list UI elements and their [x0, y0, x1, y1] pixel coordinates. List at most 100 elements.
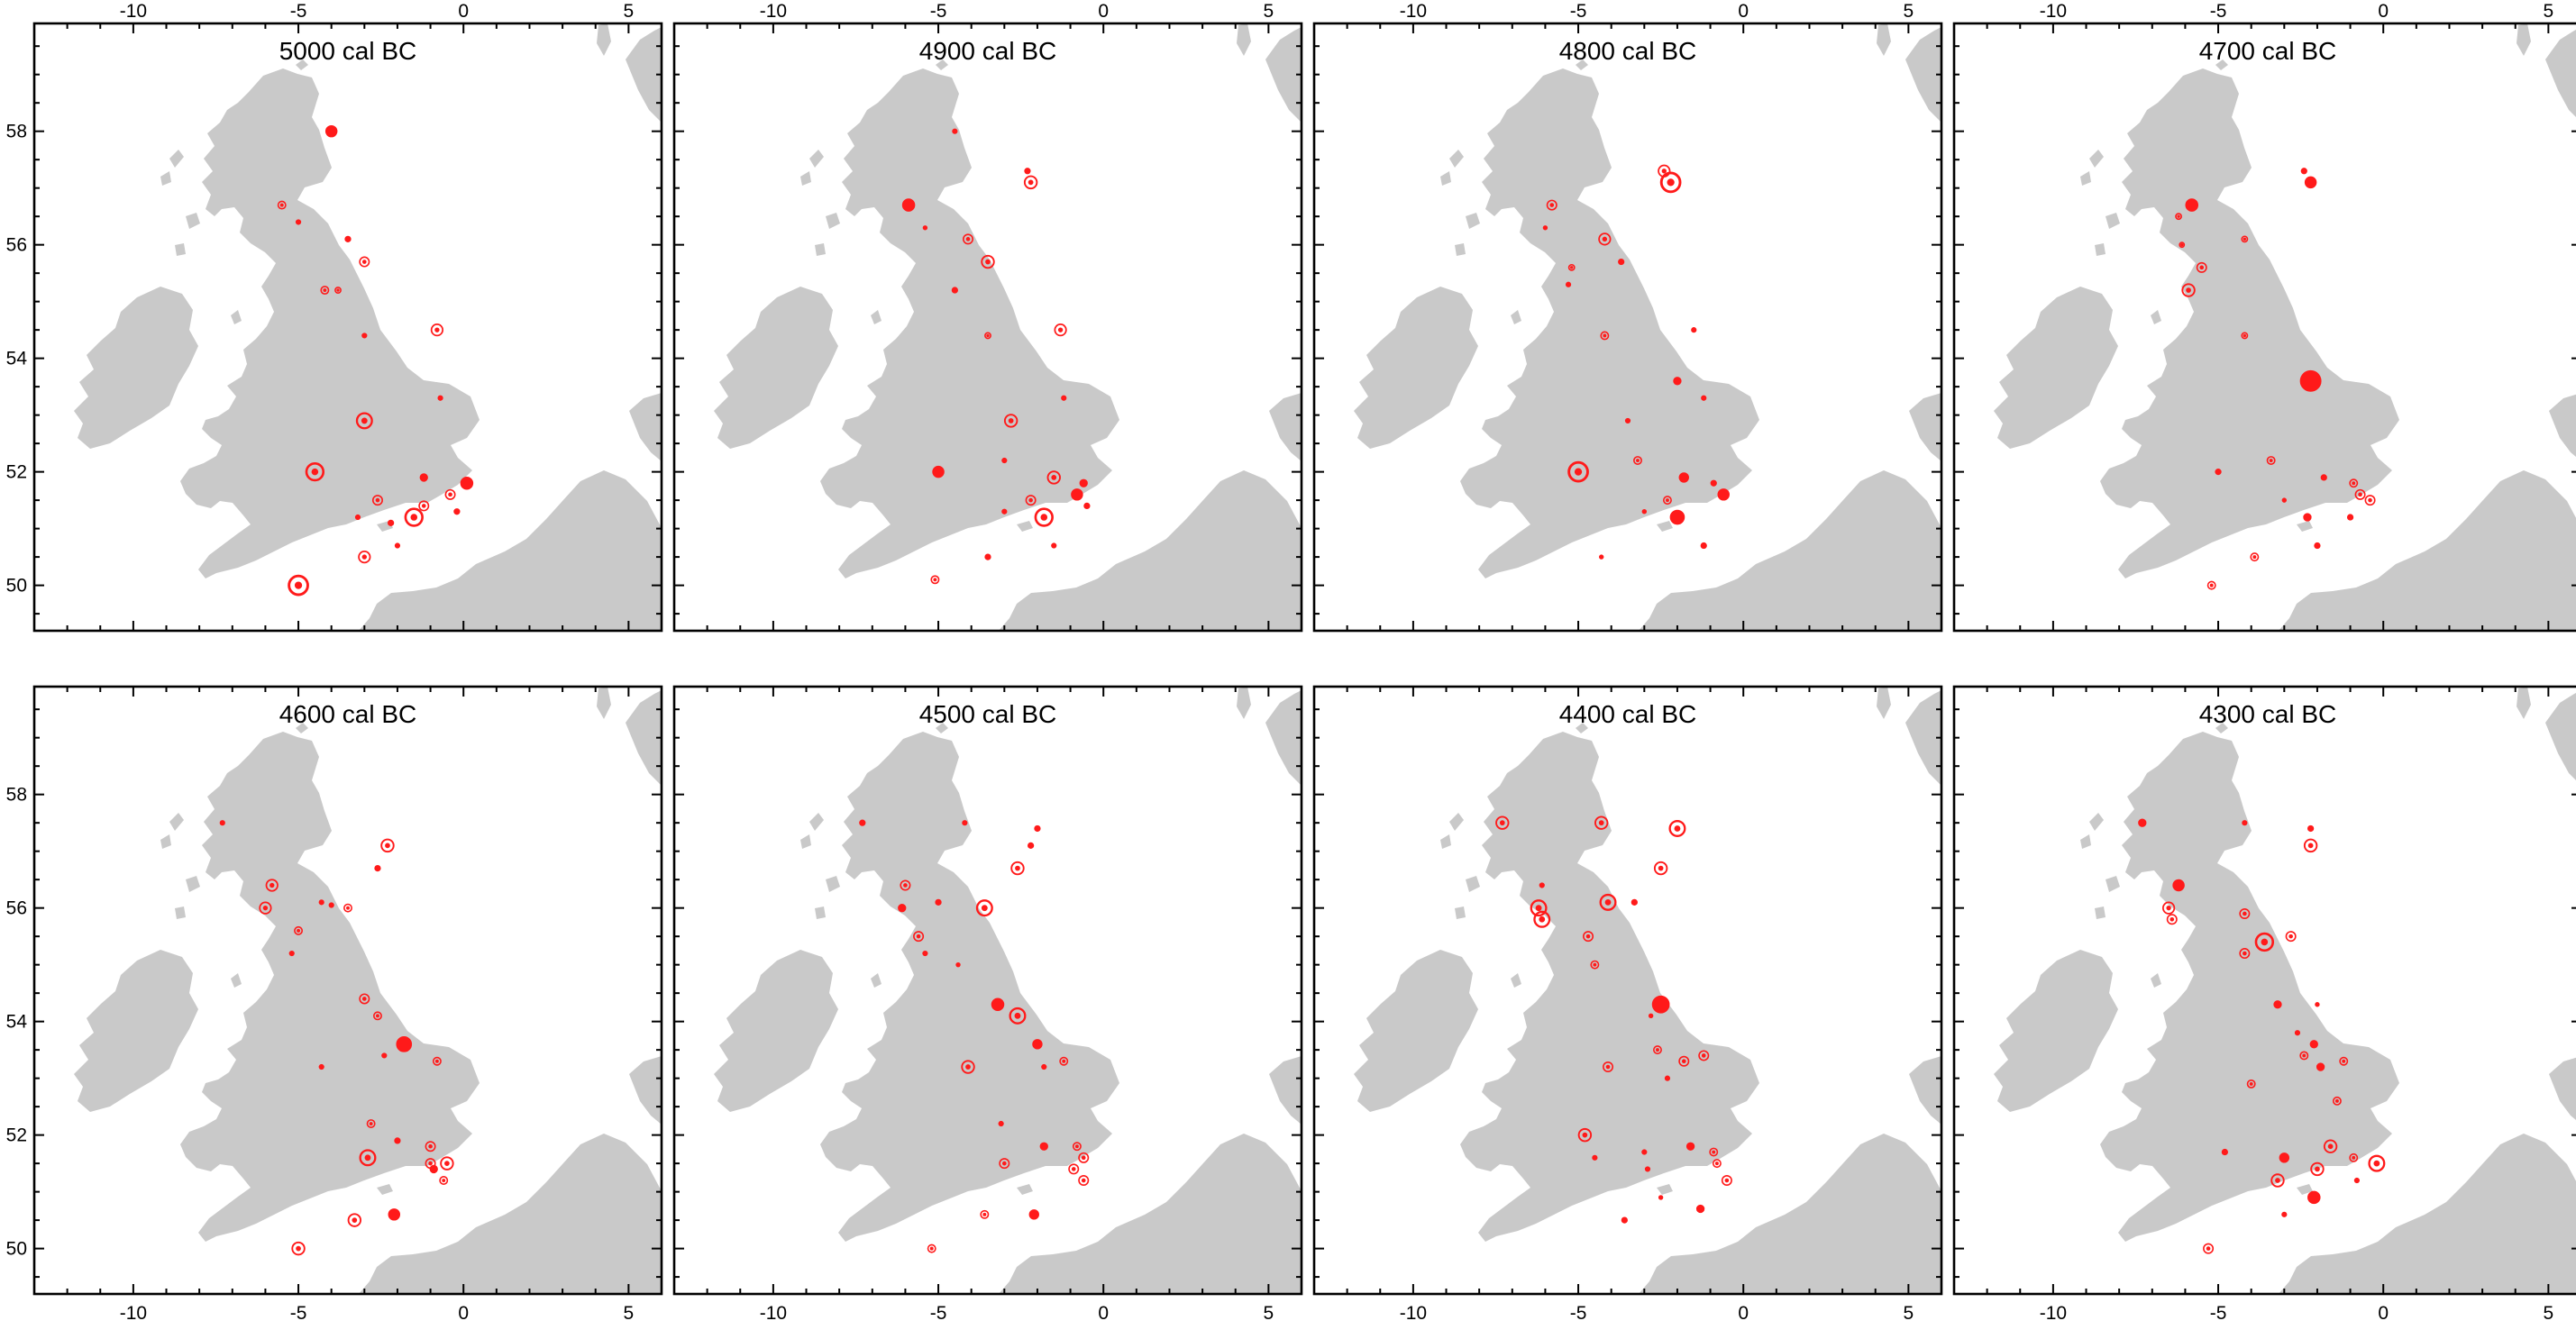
site-marker-ring [432, 1056, 442, 1066]
site-marker-ring [999, 1158, 1010, 1170]
site-marker-ring [2349, 1152, 2359, 1162]
x-tick-label: -5 [930, 1303, 947, 1324]
landmass [1354, 687, 1941, 1294]
site-marker [1032, 1039, 1043, 1050]
site-marker-core [1535, 905, 1542, 912]
site-marker [1651, 995, 1670, 1014]
site-marker-core [442, 1179, 446, 1182]
site-marker [1041, 1063, 1047, 1070]
site-marker-ring [380, 838, 395, 853]
site-marker-core [1028, 179, 1034, 186]
site-marker-ring [1653, 1045, 1662, 1055]
site-marker [2299, 369, 2322, 392]
x-tick-label: 5 [624, 1303, 635, 1324]
y-tick-label: 58 [6, 785, 27, 806]
site-marker-ring [930, 575, 940, 585]
site-marker [2273, 1000, 2282, 1009]
site-marker [952, 128, 958, 134]
site-marker-core [2180, 242, 2184, 247]
x-tick-label: 5 [1904, 1303, 1914, 1324]
site-marker-ring [1059, 1056, 1069, 1066]
site-marker-core [352, 1217, 358, 1223]
x-tick-label: 5 [2544, 1303, 2554, 1324]
site-marker-core [933, 578, 937, 582]
site-marker-core [262, 905, 269, 911]
site-marker [1539, 882, 1545, 888]
site-marker [2279, 1152, 2290, 1163]
site-marker-core [1661, 169, 1667, 174]
site-marker [1695, 1204, 1705, 1214]
panel-title: 4900 cal BC [919, 37, 1057, 65]
site-marker-ring [440, 1156, 454, 1171]
site-marker [2281, 1211, 2288, 1217]
y-tick-label: 56 [6, 235, 27, 256]
site-marker [1083, 502, 1091, 510]
site-marker-core [2368, 497, 2372, 503]
site-marker [1648, 1013, 1654, 1019]
site-marker-core [1667, 178, 1675, 187]
site-marker-ring [320, 286, 330, 296]
site-marker [991, 998, 1005, 1012]
x-tick-label: 5 [624, 1, 635, 22]
site-marker [955, 961, 961, 968]
site-marker-ring [2364, 495, 2376, 506]
panel-title: 4300 cal BC [2199, 700, 2337, 728]
site-marker-ring [2181, 283, 2196, 297]
site-marker [374, 864, 381, 872]
site-marker-ring [305, 461, 325, 482]
site-marker-core [2243, 333, 2247, 338]
site-marker [2316, 1062, 2325, 1071]
site-marker [388, 1208, 401, 1221]
site-marker-core [434, 327, 440, 332]
site-marker-ring [259, 901, 272, 915]
site-marker-ring [913, 931, 925, 943]
site-marker-core [444, 1161, 450, 1166]
site-marker-ring [961, 1060, 975, 1074]
site-marker-core [2302, 1053, 2307, 1058]
map-panel: 4300 cal BC -10 -5 0 5 [1952, 685, 2576, 1324]
site-marker-core [2315, 1166, 2320, 1172]
site-marker-ring [1567, 460, 1589, 483]
site-marker [1028, 842, 1035, 849]
site-marker [1631, 898, 1638, 906]
x-tick-label: -10 [2040, 1, 2067, 22]
site-marker-ring [2175, 213, 2183, 221]
site-marker [2294, 1030, 2301, 1036]
site-marker [962, 820, 968, 826]
site-marker-ring [2270, 1173, 2285, 1188]
x-tick-label: 5 [2544, 1, 2554, 22]
site-marker [381, 1052, 388, 1059]
site-marker-ring [1712, 1159, 1722, 1169]
site-marker-ring [2166, 914, 2178, 925]
panel-frame [1312, 22, 1943, 633]
site-marker-ring [1010, 861, 1025, 876]
x-tick-label: -5 [290, 1, 307, 22]
site-marker-ring [1668, 819, 1686, 837]
site-marker-ring [900, 879, 911, 891]
site-marker-core [965, 1064, 971, 1070]
site-marker [1598, 554, 1604, 560]
site-marker-core [2170, 916, 2175, 922]
site-marker-core [361, 554, 367, 560]
site-marker-ring [1078, 1152, 1090, 1163]
site-marker-ring [1662, 496, 1672, 506]
site-marker-core [1549, 203, 1555, 207]
site-marker-core [1499, 820, 1505, 826]
site-marker-core [1681, 1059, 1686, 1064]
landmass [74, 23, 662, 631]
x-tick-label: 5 [1264, 1, 1274, 22]
site-marker [2138, 818, 2147, 827]
site-marker-ring [1533, 910, 1551, 928]
site-marker [295, 219, 302, 225]
site-marker [429, 1164, 438, 1174]
site-marker-ring [2299, 1051, 2309, 1061]
site-marker [1024, 168, 1031, 175]
panel-frame [672, 22, 1303, 633]
site-marker-core [1071, 1167, 1076, 1171]
site-marker [1691, 327, 1697, 333]
site-marker [2300, 168, 2307, 175]
site-marker-ring [1009, 1007, 1027, 1025]
site-marker [2215, 469, 2222, 476]
site-marker-core [2249, 1081, 2253, 1086]
site-marker-ring [2368, 1154, 2386, 1172]
